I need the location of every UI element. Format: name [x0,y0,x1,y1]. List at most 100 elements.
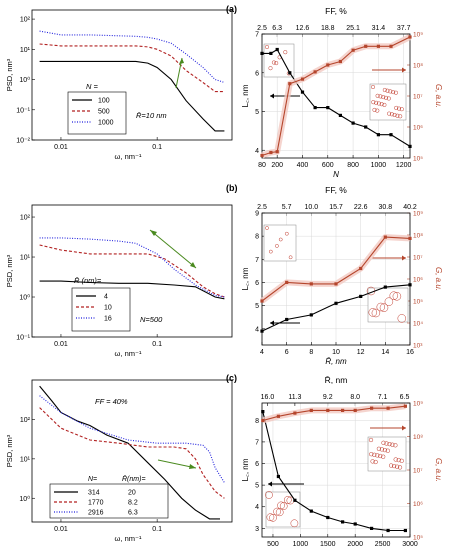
y-tick-label: 10¹ [20,47,31,54]
y-tick-label: 4 [255,504,259,511]
data-point [300,77,305,81]
x-axis-label: ω, nm⁻¹ [115,152,142,161]
inset-particle [392,112,397,118]
legend: N = 100 500 1000 [67,82,127,135]
y-tick-label: 10² [20,215,31,222]
data-point [376,44,380,48]
inset-particle [378,94,383,99]
inset-particle [393,90,398,95]
inset-particle [274,61,279,66]
inset-particle [382,447,388,453]
trend-arrowhead [189,464,196,469]
x-tick-label: 12 [357,349,365,356]
inset-particle [375,93,380,98]
inset-particle [381,440,386,445]
inset-particle [382,87,387,93]
top-tick-label: 6.5 [400,394,410,401]
inset-particle [368,308,378,317]
y-tick-label: 4 [255,326,259,333]
top-tick-label: 2.5 [257,204,267,211]
axis-arrowhead [268,481,272,487]
axis-arrowhead [402,255,406,261]
inset-particle [381,454,386,459]
series-line [39,60,225,132]
data-point [326,515,330,520]
y-tick-label: 10¹ [20,255,31,262]
data-point [260,299,264,303]
legend-box [71,287,131,332]
series-line [39,407,225,499]
data-point [341,520,345,524]
data-point [408,236,412,240]
series-line [39,30,225,84]
y-tick-label: 6 [255,461,259,468]
data-point [334,282,338,286]
legend-label: 100 [98,98,110,105]
top-tick-label: 7.1 [378,394,388,401]
data-point [383,285,387,289]
inset-particle [376,302,386,312]
x-tick-label: 0.01 [54,526,68,533]
inset-box [369,83,407,121]
data-point [275,47,279,52]
inset-particle [389,291,399,300]
inset-particle [396,457,401,463]
inset-particle [376,101,381,106]
data-point [261,418,265,423]
inset-particle [399,458,404,463]
data-point [389,44,393,48]
y2-tick-label: 10⁷ [413,255,423,262]
top-tick-label: 16.0 [261,394,275,401]
inset-particle [383,95,389,100]
inset-particle [265,226,269,230]
data-point [269,150,273,155]
data-point [359,294,363,298]
inset-particle [393,443,398,448]
inset-particle [387,111,392,116]
data-point [334,301,338,305]
trend-arrowhead [190,262,196,268]
panel-a: (a) FF, % 2.5 6.3 12.6 18.8 25.1 31.4 37.7 80 200 4… [226,4,443,179]
y2-axis-label: G, a.u. [434,458,443,482]
legend-title: N = [86,82,99,91]
data-point [260,329,264,333]
top-tick-label: 5.7 [282,204,292,211]
y2-tick-label: 10⁹ [413,211,423,218]
legend-label: 1000 [98,120,114,127]
inset-particle [273,507,281,516]
y-axis-label: PSD, nm³ [5,254,14,287]
y-tick-label: 4 [255,148,259,155]
inset-particle [370,84,376,90]
top-tick-label: 22.6 [354,204,368,211]
x-axis-label: ω, nm⁻¹ [115,349,142,358]
y2-tick-label: 10⁷ [413,468,423,475]
data-point [386,406,390,410]
data-point [285,280,289,284]
data-point [353,408,357,412]
inset-particle [376,446,382,451]
inset-particle [279,502,288,510]
top-axis-label: FF, % [325,185,347,195]
x-tick-label: 0.01 [54,341,68,348]
y-tick-label: 10² [20,417,31,424]
y-axis-label: L꜀, nm [241,458,250,481]
y-tick-label: 9 [255,211,259,218]
data-point [313,70,317,74]
y2-tick-label: 10⁶ [413,501,423,508]
inset-box [367,436,407,472]
legend: N= R̄(nm)= 314 20 1770 8.2 2916 6.3 [49,475,169,519]
annotation: N=500 [140,315,163,324]
axis-arrowhead [402,67,406,73]
inset-particle [388,463,394,468]
inset-box [263,224,297,262]
legend-label: 16 [104,316,112,323]
x-tick-label: 600 [322,162,334,169]
inset-particle [371,308,381,318]
top-tick-label: 10.0 [305,204,319,211]
y-axis-label: L꜀, nm [241,267,250,290]
top-tick-label: 12.6 [296,25,310,32]
panel-b: (b) FF, % 2.5 5.7 10.0 15.7 22.6 30.8 40.2 4 6 8 10 1… [226,183,443,366]
top-tick-label: 6.3 [272,25,282,32]
x-tick-label: 10 [332,349,340,356]
legend-label: 314 [88,490,100,497]
